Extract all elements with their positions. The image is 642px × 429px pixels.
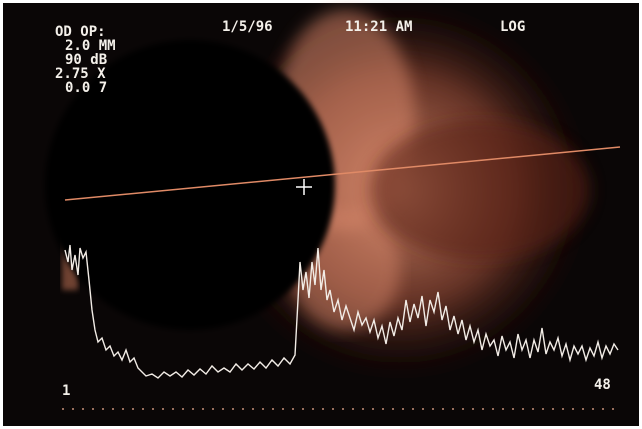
date: 1/5/96	[222, 19, 273, 35]
scale-end: 48	[594, 377, 611, 393]
mode: LOG	[500, 19, 525, 35]
ultrasound-screen: OD OP: 2.0 MM 90 dB 2.75 X 0.0 7 1/5/96 …	[0, 0, 642, 429]
setting-value: 0.0 7	[65, 80, 107, 96]
scale-start: 1	[62, 383, 70, 399]
time: 11:21 AM	[345, 19, 412, 35]
